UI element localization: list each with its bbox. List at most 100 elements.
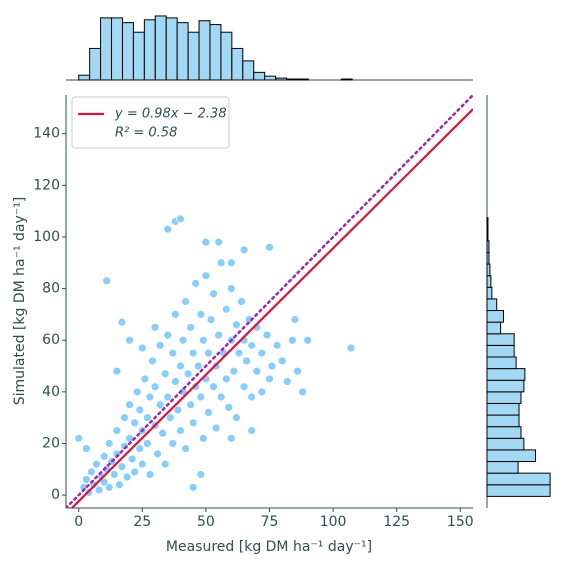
scatter-point	[112, 426, 122, 435]
scatter-point	[178, 335, 188, 345]
scatter-point	[94, 485, 104, 495]
top-hist-bar	[132, 31, 145, 81]
right-hist-bar	[486, 286, 493, 300]
right-hist-bar	[486, 333, 515, 346]
right-hist-bar	[486, 414, 520, 428]
right-hist-bar	[486, 379, 525, 393]
x-tick-label: 125	[383, 514, 410, 530]
x-tick-label: 25	[133, 514, 151, 530]
scatter-point	[168, 439, 178, 448]
scatter-point	[163, 224, 173, 234]
scatter-point	[224, 402, 234, 412]
x-tick-label: 75	[261, 514, 279, 530]
scatter-point	[257, 387, 267, 397]
scatter-point	[204, 348, 213, 358]
scatter-point	[277, 356, 287, 366]
scatter-point	[137, 343, 147, 353]
scatter-point	[173, 405, 183, 415]
scatter-point	[191, 382, 201, 392]
legend-label: R² = 0.58	[115, 126, 177, 141]
x-tick-label: 0	[74, 514, 83, 530]
top-hist-bar	[220, 31, 233, 81]
scatter-point	[188, 348, 198, 358]
top-hist-bar	[286, 78, 298, 81]
scatter-point	[198, 433, 208, 443]
scatter-point	[247, 340, 257, 350]
scatter-point	[257, 348, 267, 358]
top-hist-bar	[198, 20, 211, 81]
scatter-point	[204, 408, 213, 417]
right-hist-bar	[486, 344, 515, 358]
scatter-point	[232, 320, 241, 330]
scatter-point	[130, 467, 140, 477]
scatter-point	[211, 423, 221, 433]
x-tick-label: 100	[320, 514, 347, 530]
scatter-point	[99, 477, 109, 487]
top-hist-bar	[296, 78, 309, 81]
top-hist-bar	[121, 22, 134, 81]
plot-area	[66, 95, 473, 508]
identity-line	[66, 95, 473, 508]
top-hist-bar	[340, 78, 353, 81]
right-hist-bar	[486, 298, 498, 312]
scatter-point	[112, 366, 122, 376]
scatter-point	[226, 284, 236, 293]
scatter-point	[201, 237, 211, 247]
y-tick-label: 140	[33, 126, 60, 142]
scatter-point	[132, 387, 142, 397]
y-tick-label: 100	[33, 229, 60, 245]
scatter-point	[265, 374, 274, 384]
scatter-point	[265, 242, 274, 252]
scatter-point	[140, 374, 150, 384]
scatter-point	[142, 413, 152, 423]
x-axis-label: Measured [kg DM ha⁻¹ day⁻¹]	[166, 539, 372, 555]
right-hist-bar	[486, 461, 519, 474]
scatter-point	[267, 361, 277, 371]
scatter-point	[186, 322, 196, 332]
scatter-point	[262, 330, 272, 340]
top-hist-bar	[253, 71, 266, 81]
top-hist-bar	[89, 47, 102, 81]
scatter-point	[153, 449, 162, 459]
scatter-point	[109, 470, 119, 479]
scatter-point	[176, 426, 185, 435]
scatter-point	[145, 470, 155, 479]
scatter-point	[290, 315, 300, 324]
scatter-point	[232, 413, 241, 423]
scatter-point	[247, 392, 257, 402]
scatter-point	[196, 470, 206, 479]
scatter-point	[216, 392, 226, 402]
scatter-point	[163, 330, 173, 340]
scatter-point	[209, 382, 218, 392]
right-hist-bar	[486, 321, 502, 335]
scatter-point	[125, 433, 134, 443]
top-hist-bar	[264, 75, 277, 81]
scatter-point	[130, 418, 140, 428]
scatter-point	[142, 439, 152, 448]
scatter-point	[137, 459, 147, 469]
scatter-point	[221, 304, 231, 314]
scatter-point	[150, 322, 160, 332]
scatter-point	[239, 245, 249, 255]
right-hist-bar	[486, 472, 551, 486]
scatter-point	[239, 382, 249, 392]
scatter-point	[117, 462, 127, 472]
scatter-point	[229, 366, 239, 376]
y-axis-label: Simulated [kg DM ha⁻¹ day⁻¹]	[12, 197, 28, 406]
scatter-point	[122, 472, 132, 482]
y-tick-label: 60	[42, 332, 60, 348]
right-hist-bar	[486, 228, 489, 242]
scatter-point	[346, 343, 356, 353]
scatter-point	[247, 426, 257, 435]
scatter-point	[181, 444, 190, 454]
scatter-point	[282, 377, 292, 386]
x-tick-label: 50	[197, 514, 215, 530]
scatter-point	[234, 348, 244, 358]
scatter-point	[272, 340, 282, 350]
scatter-point	[104, 482, 114, 492]
top-hist-bar	[187, 31, 200, 81]
right-hist-bar	[486, 402, 520, 416]
top-hist-bar	[143, 19, 156, 81]
scatter-point	[155, 400, 165, 410]
scatter-point	[81, 475, 91, 485]
